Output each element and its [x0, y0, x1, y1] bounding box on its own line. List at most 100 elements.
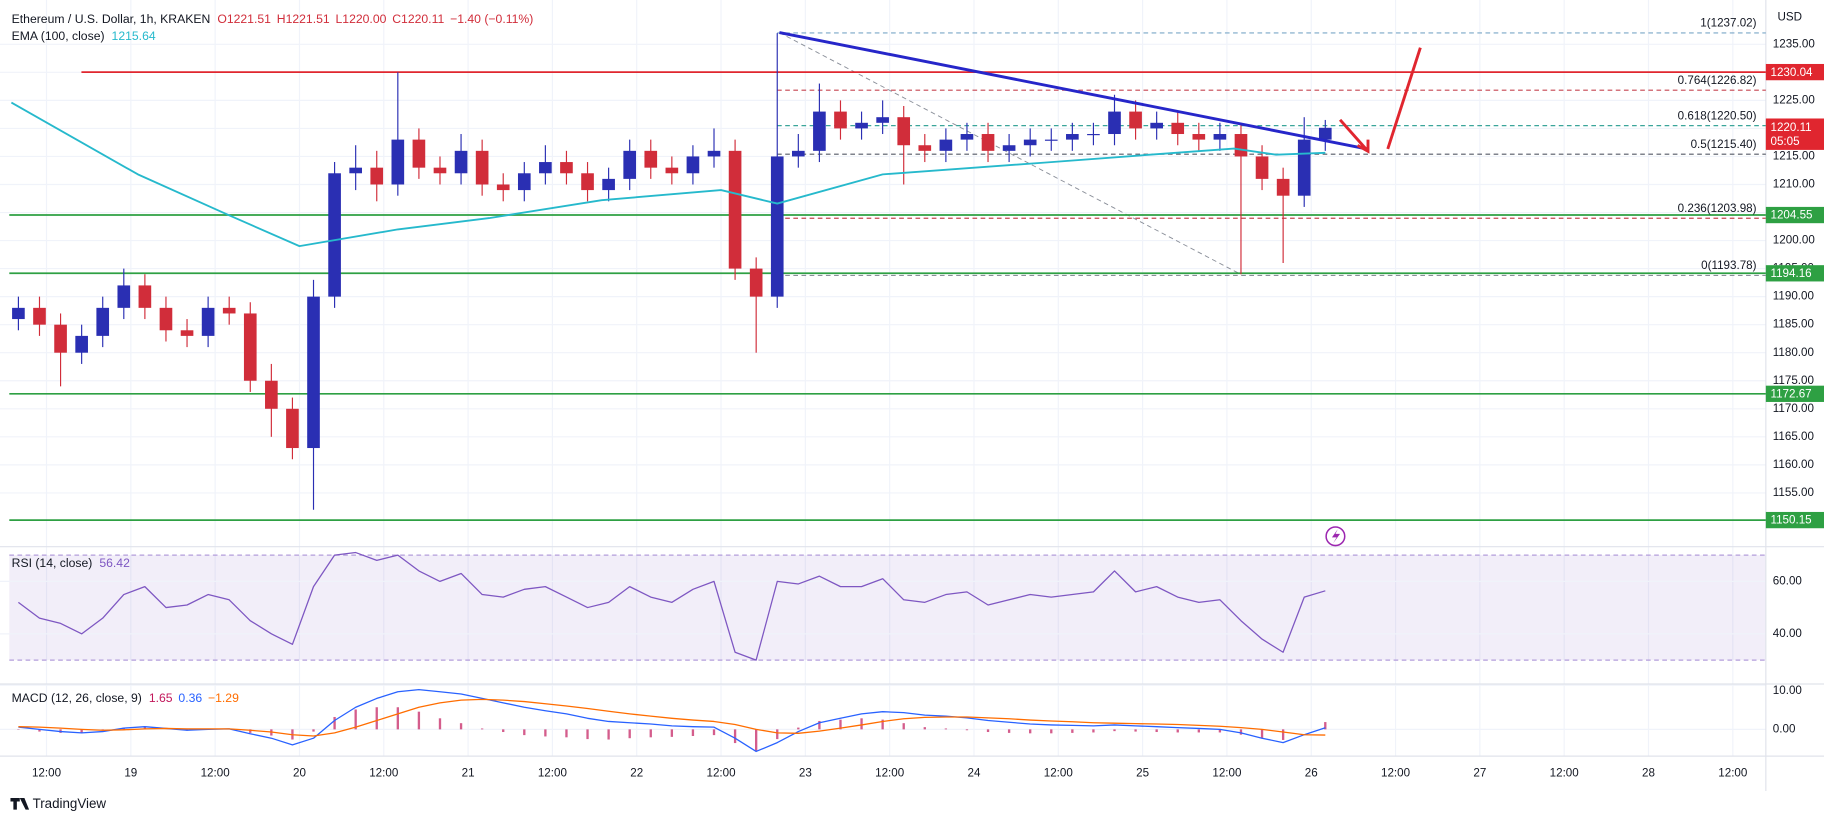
candle-body — [12, 307, 25, 320]
trend-line — [779, 31, 1368, 151]
macd-histogram-bar — [818, 720, 821, 730]
level-tag — [1765, 206, 1824, 224]
macd-histogram-bar — [944, 728, 948, 730]
candle-body — [770, 156, 784, 297]
candle-body — [1044, 139, 1058, 141]
macd-histogram-bar — [965, 729, 969, 731]
macd-histogram-bar — [544, 729, 547, 737]
macd-histogram-bar — [712, 729, 716, 736]
macd-histogram-bar — [502, 729, 505, 733]
macd-tick-label: 0.00 — [1773, 722, 1796, 735]
macd-value: 1.65 — [149, 691, 173, 705]
x-tick-label: 12:00 — [1718, 767, 1748, 780]
symbol-title: Ethereum / U.S. Dollar, 1h, KRAKEN — [12, 12, 211, 26]
candle-body — [117, 285, 131, 308]
x-tick-label: 24 — [968, 767, 981, 780]
candle-body — [159, 307, 173, 331]
macd-histogram-bar — [1092, 729, 1095, 733]
candle-body — [1108, 111, 1121, 135]
level-tag-label: 1172.67 — [1770, 387, 1811, 400]
candle-body — [897, 117, 911, 146]
level-tag-label: 1230.04 — [1770, 66, 1813, 79]
x-tick-label: 19 — [124, 767, 137, 780]
macd-histogram-bar — [1281, 729, 1285, 740]
candle-body — [1255, 156, 1269, 179]
x-tick-label: 20 — [293, 767, 306, 780]
macd-value: 0.36 — [178, 691, 202, 705]
rsi-name: RSI (14, close) — [12, 556, 93, 570]
x-tick-label: 26 — [1305, 767, 1318, 780]
logo-mark — [10, 797, 30, 810]
candle-body — [834, 111, 847, 129]
candle-body — [1002, 145, 1016, 151]
y-tick-label: 1190.00 — [1773, 290, 1815, 303]
macd-histogram-bar — [1134, 729, 1137, 732]
arrow-down — [1338, 118, 1370, 154]
macd-histogram-bar — [480, 728, 484, 730]
ema-name: EMA (100, close) — [12, 29, 105, 43]
fib-label: 0.618(1220.50) — [1678, 109, 1757, 122]
ohlc-value: L1220.00 — [336, 12, 387, 26]
x-tick-label: 12:00 — [875, 767, 905, 780]
alert-icon[interactable] — [1325, 526, 1346, 547]
candle-body — [328, 173, 341, 297]
macd-histogram-bar — [776, 729, 779, 740]
x-tick-label: 12:00 — [32, 767, 62, 780]
candle-body — [201, 307, 215, 336]
candle-body — [665, 167, 679, 174]
macd-histogram-bar — [691, 729, 695, 736]
candle-body — [265, 380, 278, 409]
level-tag — [1765, 385, 1824, 402]
level-tag — [1765, 63, 1824, 81]
macd-histogram-bar — [1260, 729, 1264, 739]
macd-line — [18, 688, 1326, 753]
candle-body — [1297, 139, 1311, 196]
macd-histogram-bar — [1218, 729, 1222, 733]
x-tick-label: 12:00 — [1550, 767, 1580, 780]
candle-body — [939, 139, 953, 151]
macd-histogram-bar — [839, 719, 842, 730]
y-tick-label: 1175.00 — [1773, 374, 1815, 387]
ema-line — [10, 101, 1326, 248]
macd-histogram-bar — [1071, 729, 1074, 733]
macd-histogram-bar — [396, 707, 399, 730]
fib-label: 0(1193.78) — [1701, 259, 1756, 272]
x-tick-label: 12:00 — [1044, 767, 1074, 780]
macd-histogram-bar — [1050, 729, 1053, 734]
candle-body — [1192, 134, 1206, 140]
candle-body — [918, 145, 932, 151]
x-tick-label: 12:00 — [538, 767, 568, 780]
y-tick-label: 1165.00 — [1773, 430, 1815, 443]
macd-histogram-bar — [565, 729, 568, 738]
level-tag — [1765, 511, 1824, 529]
macd-histogram-bar — [607, 729, 610, 740]
candle-body — [791, 150, 805, 157]
rsi-line — [17, 551, 1326, 661]
candle-body — [180, 330, 194, 336]
macd-histogram-bar — [354, 709, 357, 730]
macd-histogram-bar — [312, 729, 315, 732]
candle-body — [517, 173, 531, 191]
macd-histogram-bar — [986, 729, 990, 733]
candle-body — [539, 162, 552, 174]
candle-body — [1234, 134, 1248, 157]
x-tick-label: 21 — [462, 767, 475, 780]
macd-histogram-bar — [1239, 729, 1243, 735]
macd-histogram-bar — [586, 729, 589, 740]
x-tick-label: 23 — [799, 767, 812, 780]
macd-histogram-bar — [523, 729, 526, 736]
macd-name: MACD (12, 26, close, 9) — [12, 691, 142, 705]
macd-histogram-bar — [755, 729, 758, 752]
grid — [0, 0, 1766, 757]
y-tick-label: 1215.00 — [1773, 150, 1816, 163]
x-tick-label: 12:00 — [1381, 767, 1411, 780]
macd-histogram-bar — [860, 718, 863, 730]
header-legend: Ethereum / U.S. Dollar, 1h, KRAKEN O1221.… — [12, 12, 534, 26]
macd-histogram-bar — [438, 718, 442, 730]
macd-histogram-bar — [417, 711, 421, 730]
level-tag-label: 1194.16 — [1770, 267, 1811, 280]
ohlc-value: O1221.51 — [217, 12, 271, 26]
candle-body — [1276, 178, 1290, 196]
